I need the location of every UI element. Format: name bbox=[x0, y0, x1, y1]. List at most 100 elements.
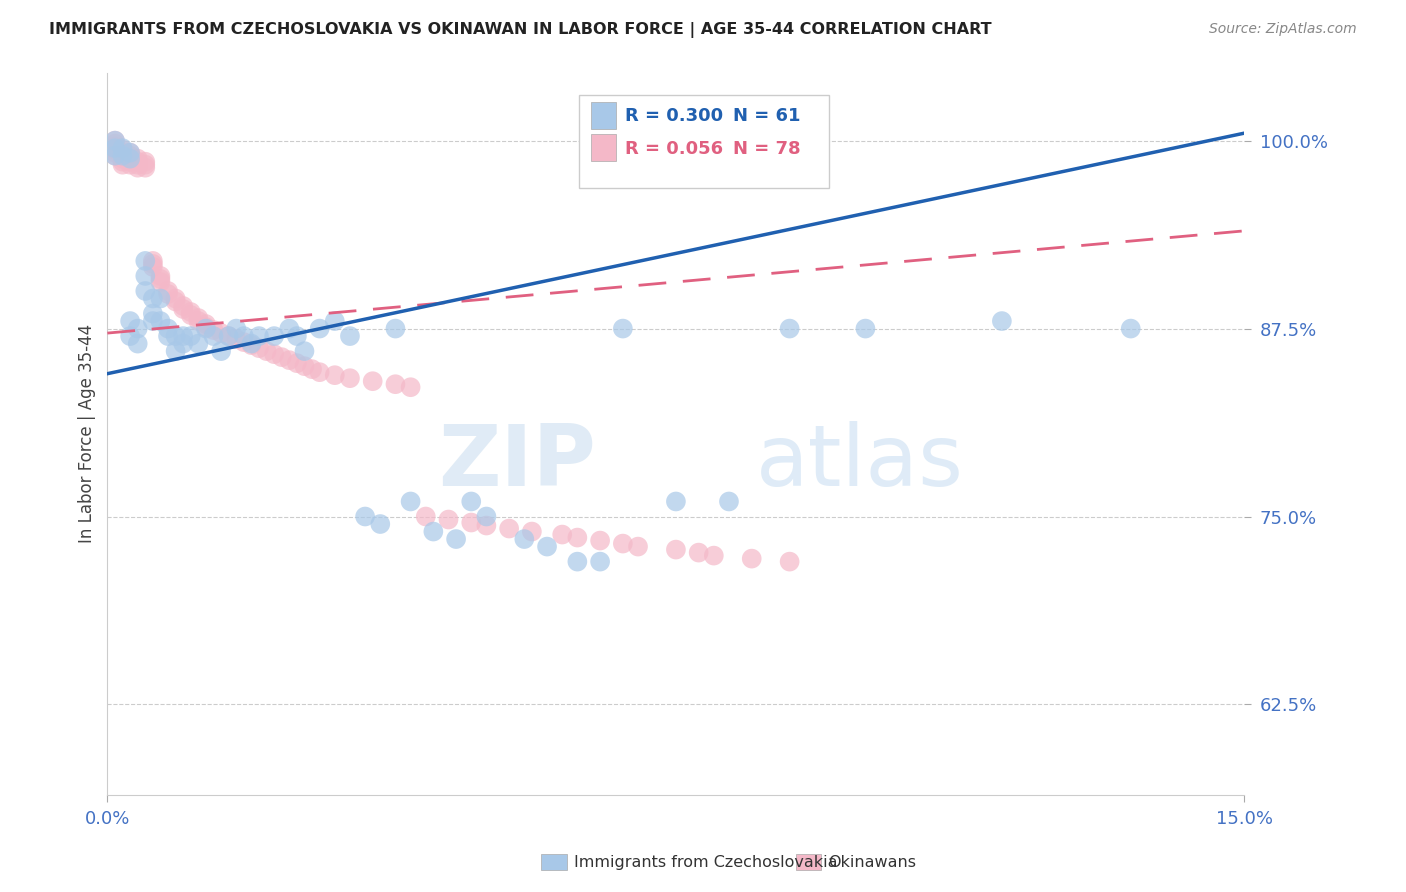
Point bbox=[104, 134, 127, 148]
Point bbox=[384, 321, 406, 335]
Point bbox=[240, 336, 263, 351]
Text: R = 0.056: R = 0.056 bbox=[624, 140, 723, 158]
Point bbox=[134, 268, 156, 283]
Point bbox=[460, 494, 482, 508]
Point bbox=[384, 377, 406, 392]
Point bbox=[142, 257, 165, 271]
Point bbox=[127, 321, 149, 335]
Point bbox=[270, 350, 292, 364]
Point bbox=[301, 362, 323, 376]
Point bbox=[240, 338, 263, 352]
Point bbox=[513, 532, 536, 546]
Point bbox=[111, 149, 134, 163]
Point bbox=[120, 329, 142, 343]
Point bbox=[278, 321, 301, 335]
Point bbox=[104, 141, 127, 155]
Point bbox=[180, 305, 202, 319]
Point bbox=[111, 143, 134, 157]
Point bbox=[247, 329, 270, 343]
Point bbox=[180, 308, 202, 322]
Point bbox=[157, 321, 180, 335]
Point bbox=[142, 314, 165, 328]
Point bbox=[991, 314, 1014, 328]
Point bbox=[475, 509, 498, 524]
Point bbox=[111, 149, 134, 163]
Point bbox=[263, 329, 285, 343]
Point bbox=[202, 329, 225, 343]
Point bbox=[294, 359, 316, 373]
Text: ZIP: ZIP bbox=[439, 421, 596, 504]
Point bbox=[180, 329, 202, 343]
Text: atlas: atlas bbox=[755, 421, 963, 504]
Point bbox=[399, 494, 422, 508]
Point bbox=[149, 268, 172, 283]
Point bbox=[209, 326, 232, 340]
Text: Immigrants from Czechoslovakia: Immigrants from Czechoslovakia bbox=[574, 855, 837, 870]
Point bbox=[399, 380, 422, 394]
Point bbox=[354, 509, 377, 524]
Text: IMMIGRANTS FROM CZECHOSLOVAKIA VS OKINAWAN IN LABOR FORCE | AGE 35-44 CORRELATIO: IMMIGRANTS FROM CZECHOSLOVAKIA VS OKINAW… bbox=[49, 22, 991, 38]
Point bbox=[415, 509, 437, 524]
Point bbox=[120, 145, 142, 160]
Text: R = 0.300: R = 0.300 bbox=[624, 107, 723, 125]
Point bbox=[104, 139, 127, 153]
Point bbox=[149, 275, 172, 289]
FancyBboxPatch shape bbox=[579, 95, 830, 188]
Point bbox=[142, 260, 165, 274]
Point bbox=[232, 335, 254, 350]
Point bbox=[134, 284, 156, 298]
Point bbox=[165, 294, 187, 309]
Point bbox=[187, 314, 209, 328]
Point bbox=[142, 307, 165, 321]
Point bbox=[256, 344, 278, 359]
Point bbox=[323, 368, 346, 383]
Point bbox=[104, 136, 127, 151]
Point bbox=[120, 154, 142, 169]
Point bbox=[127, 158, 149, 172]
Point bbox=[104, 145, 127, 160]
Point bbox=[134, 161, 156, 175]
Point bbox=[323, 314, 346, 328]
Point bbox=[127, 336, 149, 351]
Point bbox=[278, 353, 301, 368]
Point bbox=[111, 154, 134, 169]
Point bbox=[134, 254, 156, 268]
Text: Source: ZipAtlas.com: Source: ZipAtlas.com bbox=[1209, 22, 1357, 37]
Point bbox=[855, 321, 877, 335]
Point bbox=[142, 292, 165, 306]
Point bbox=[149, 314, 172, 328]
Point bbox=[157, 287, 180, 301]
Point bbox=[225, 321, 247, 335]
Point bbox=[294, 344, 316, 359]
Point bbox=[612, 321, 634, 335]
Point bbox=[104, 149, 127, 163]
Point bbox=[308, 365, 330, 379]
Point bbox=[460, 516, 482, 530]
Point bbox=[1119, 321, 1142, 335]
Point bbox=[520, 524, 543, 539]
Text: Okinawans: Okinawans bbox=[828, 855, 917, 870]
Point bbox=[612, 536, 634, 550]
Point bbox=[157, 284, 180, 298]
Point bbox=[172, 329, 194, 343]
Point bbox=[149, 292, 172, 306]
Point bbox=[589, 555, 612, 569]
Point bbox=[589, 533, 612, 548]
Point bbox=[339, 329, 361, 343]
Text: N = 78: N = 78 bbox=[733, 140, 800, 158]
Point bbox=[202, 323, 225, 337]
Point bbox=[194, 320, 217, 334]
Point bbox=[134, 158, 156, 172]
Point bbox=[120, 152, 142, 166]
Point bbox=[285, 356, 308, 370]
Point bbox=[127, 152, 149, 166]
Point bbox=[627, 540, 650, 554]
Point bbox=[104, 134, 127, 148]
Point bbox=[779, 321, 801, 335]
Point bbox=[232, 329, 254, 343]
Point bbox=[779, 555, 801, 569]
Point bbox=[339, 371, 361, 385]
Point bbox=[703, 549, 725, 563]
Point bbox=[120, 152, 142, 166]
Point bbox=[104, 149, 127, 163]
